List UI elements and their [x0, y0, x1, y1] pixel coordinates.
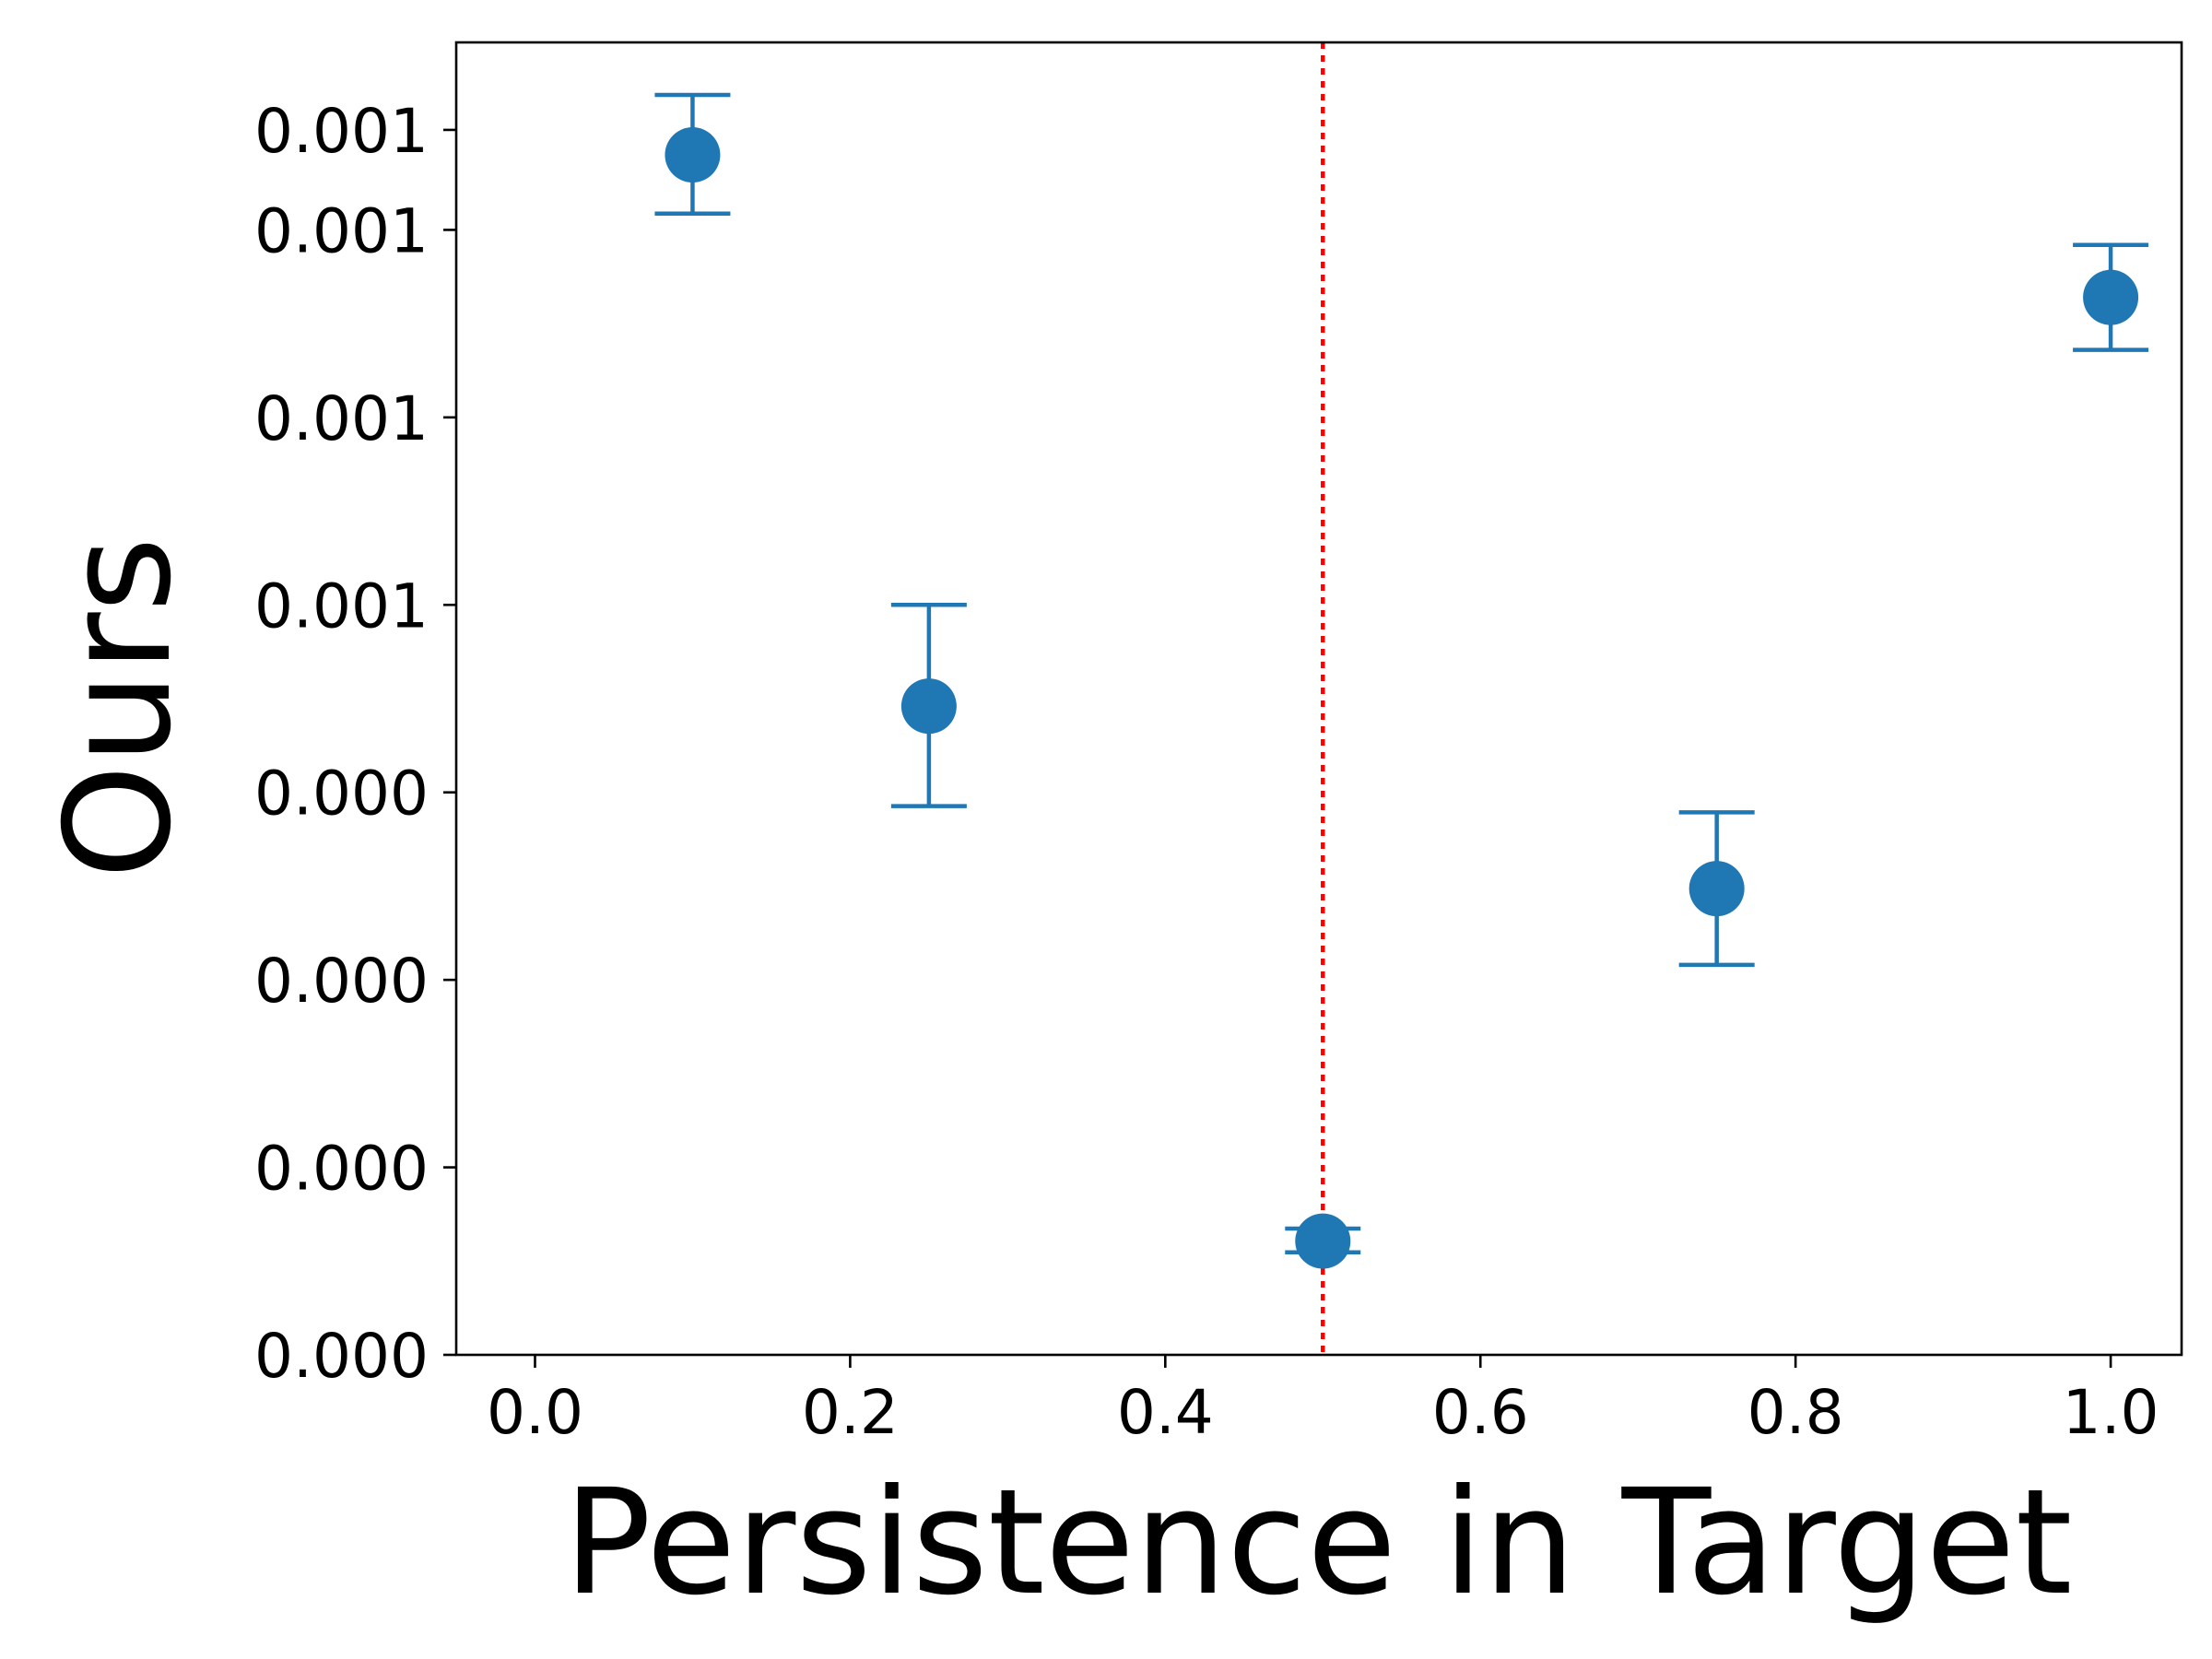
data-point-marker [2083, 269, 2139, 325]
y-tick-label: 0.001 [254, 195, 429, 266]
data-point-marker [665, 127, 721, 183]
data-point-group [1678, 810, 1755, 968]
data-point-marker [900, 678, 957, 735]
x-tick-label: 0.4 [1117, 1377, 1214, 1448]
x-tick-label: 0.0 [487, 1377, 583, 1448]
data-points [654, 92, 2149, 1269]
plot-area-frame [454, 41, 2183, 1357]
y-tick-label: 0.001 [254, 383, 429, 454]
y-tick-label: 0.000 [254, 1134, 429, 1205]
y-tick-label: 0.000 [254, 1321, 429, 1392]
data-point-group [890, 603, 967, 808]
data-point-group [654, 92, 731, 217]
y-axis-ticks: 0.000 0.000 0.000 0.000 0.001 0.001 0.001 0.001 [254, 96, 456, 1392]
x-axis-label: Persistence in Target [563, 1458, 2072, 1628]
x-tick-label: 0.8 [1747, 1377, 1844, 1448]
y-tick-label: 0.000 [254, 759, 429, 830]
data-point-marker [1295, 1213, 1351, 1269]
data-point-group [2073, 242, 2149, 352]
x-tick-label: 0.6 [1432, 1377, 1529, 1448]
x-tick-label: 1.0 [2063, 1377, 2159, 1448]
x-axis-ticks: 0.0 0.2 0.4 0.6 0.8 1.0 [487, 1355, 2159, 1448]
y-tick-label: 0.001 [254, 96, 429, 167]
x-tick-label: 0.2 [802, 1377, 899, 1448]
y-tick-label: 0.001 [254, 571, 429, 641]
data-point-marker [1688, 861, 1745, 917]
data-point-group [1285, 1213, 1361, 1269]
y-tick-label: 0.000 [254, 946, 429, 1017]
y-axis-label: Ours [34, 536, 204, 879]
